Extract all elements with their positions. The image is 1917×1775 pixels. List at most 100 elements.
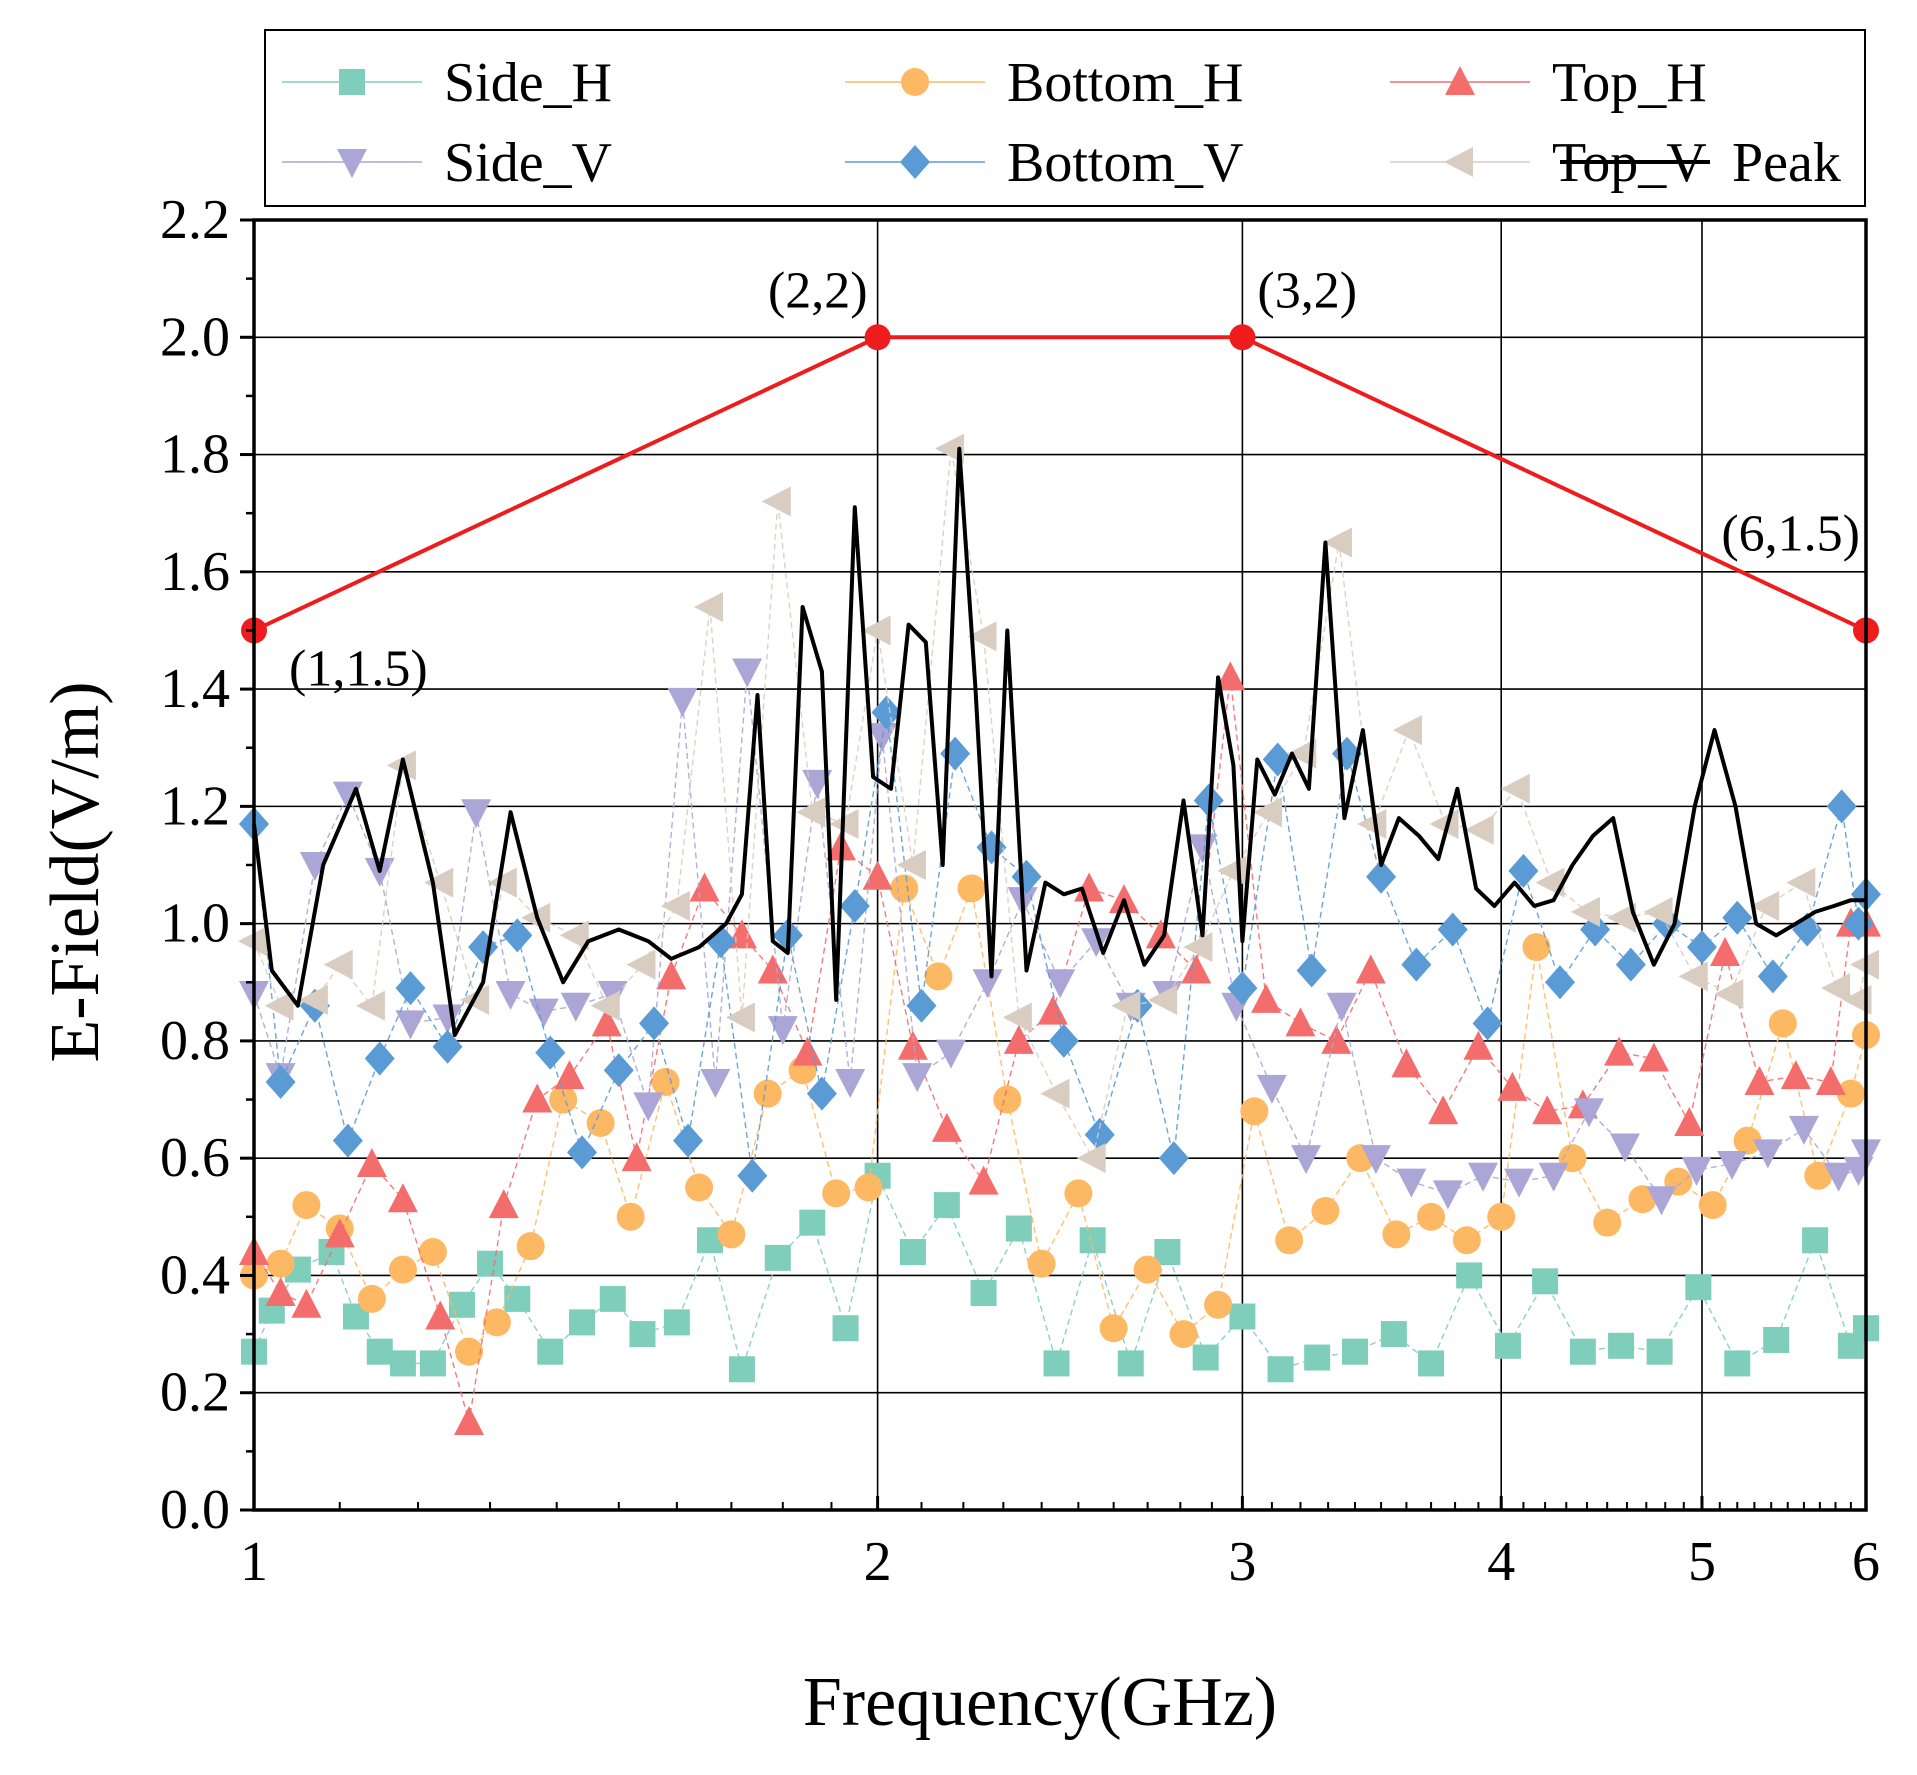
- legend-swatch-marker: [337, 149, 367, 178]
- side-v-point: [1504, 1168, 1535, 1198]
- bottom-h-point: [1733, 1126, 1762, 1155]
- top-v-point: [1643, 896, 1673, 927]
- y-tick-label: 1.2: [160, 775, 230, 837]
- bottom-v-point: [265, 1064, 296, 1099]
- side-v-point: [667, 687, 698, 717]
- top-h-point: [387, 1183, 418, 1213]
- bottom-h-point: [1240, 1097, 1269, 1126]
- side-v-point: [528, 998, 559, 1028]
- top-h-point: [1251, 983, 1282, 1013]
- top-h-point: [488, 1189, 519, 1219]
- side-h-point: [569, 1309, 596, 1336]
- top-v-point: [1183, 932, 1213, 963]
- limit-label: (3,2): [1257, 262, 1357, 319]
- legend-label: Bottom_V: [1007, 132, 1243, 194]
- side-v-point: [1256, 1074, 1287, 1104]
- series-peak: [252, 446, 1866, 1037]
- bottom-h-point: [1169, 1320, 1198, 1349]
- top-h-point: [1074, 872, 1105, 902]
- y-axis-title: E-Field(V/m): [37, 681, 114, 1062]
- top-v-point: [725, 1002, 755, 1033]
- bottom-v-point: [737, 1158, 768, 1193]
- top-h-point: [591, 1007, 622, 1037]
- side-h-point: [970, 1280, 997, 1307]
- limit-line: [253, 335, 1867, 633]
- side-h-point: [419, 1350, 446, 1377]
- bottom-v-point: [1615, 947, 1646, 982]
- side-v-point: [1045, 969, 1076, 999]
- bottom-v-point: [364, 1041, 395, 1076]
- bottom-v-point: [535, 1035, 566, 1070]
- plot-frame: [252, 218, 1868, 1512]
- top-h-point: [1710, 936, 1741, 966]
- bottom-h-point: [586, 1109, 615, 1137]
- limit-annotations: (1,1.5) (2,2) (3,2) (6,1.5): [289, 262, 1860, 697]
- side-v-point: [972, 969, 1003, 999]
- bottom-h-point: [890, 874, 919, 903]
- side-v-point: [1360, 1145, 1391, 1175]
- top-v-point: [1842, 984, 1872, 1015]
- bottom-v-point: [1401, 947, 1432, 982]
- y-tick-label: 0.0: [160, 1479, 230, 1541]
- top-h-point: [1604, 1036, 1635, 1066]
- side-v-point: [461, 799, 492, 829]
- top-v-point: [1678, 961, 1708, 992]
- bottom-v-point: [603, 1053, 634, 1088]
- side-h-point: [1763, 1326, 1790, 1353]
- top-v-point: [1500, 773, 1530, 804]
- side-v-point: [633, 1092, 664, 1122]
- legend-swatch-marker: [339, 69, 365, 95]
- top-h-point: [1181, 954, 1212, 984]
- top-h-point: [1355, 954, 1386, 984]
- bottom-h-point: [717, 1220, 746, 1249]
- bottom-h-point: [1628, 1185, 1657, 1214]
- bottom-h-point: [388, 1255, 417, 1284]
- bottom-v-point: [1296, 953, 1327, 988]
- top-h-point: [656, 960, 687, 990]
- x-tick-label: 3: [1228, 1531, 1256, 1593]
- bottom-v-point: [1722, 900, 1753, 935]
- peak-line: [252, 446, 1866, 1037]
- top-v-point: [761, 486, 791, 517]
- legend-label: Bottom_H: [1007, 52, 1243, 114]
- legend-label: Top_H: [1552, 52, 1707, 114]
- bottom-v-point: [1158, 1141, 1189, 1176]
- side-h-point: [764, 1244, 791, 1271]
- side-v-point: [1646, 1186, 1677, 1216]
- top-h-point: [621, 1142, 652, 1172]
- top-v-point: [1322, 527, 1352, 558]
- side-h-point: [1456, 1262, 1483, 1289]
- bottom-v-point: [567, 1135, 598, 1170]
- side-v-point: [1468, 1162, 1499, 1192]
- bottom-v-point: [1048, 1023, 1079, 1058]
- side-h-point: [1341, 1338, 1368, 1365]
- bottom-h-point: [651, 1067, 680, 1096]
- side-v-point: [1396, 1168, 1427, 1198]
- bottom-v-point: [1757, 959, 1788, 994]
- top-v-point: [626, 949, 656, 980]
- bottom-v-point: [432, 1029, 463, 1064]
- side-v-point: [1681, 1156, 1712, 1186]
- top-v-point: [590, 990, 620, 1021]
- top-v-point: [660, 891, 690, 922]
- side-h-point: [663, 1309, 690, 1336]
- top-h-point: [689, 872, 720, 902]
- top-v-point: [935, 433, 965, 464]
- top-h-point: [356, 1148, 387, 1178]
- top-v-point: [1821, 973, 1851, 1004]
- side-h-point: [1380, 1321, 1407, 1348]
- bottom-v-point: [1472, 1006, 1503, 1041]
- top-v-point: [264, 990, 294, 1021]
- side-h-point: [448, 1291, 475, 1318]
- top-h-point: [1674, 1107, 1705, 1136]
- bottom-h-point: [266, 1249, 295, 1278]
- side-v-point: [1291, 1145, 1322, 1175]
- bottom-h-point: [1275, 1226, 1304, 1255]
- bottom-h-point: [1593, 1208, 1622, 1237]
- top-h-point: [265, 1277, 296, 1307]
- legend-label: Side_H: [444, 52, 612, 114]
- side-h-point: [1154, 1239, 1181, 1265]
- top-v-point: [424, 867, 454, 898]
- limit-point: [864, 324, 891, 351]
